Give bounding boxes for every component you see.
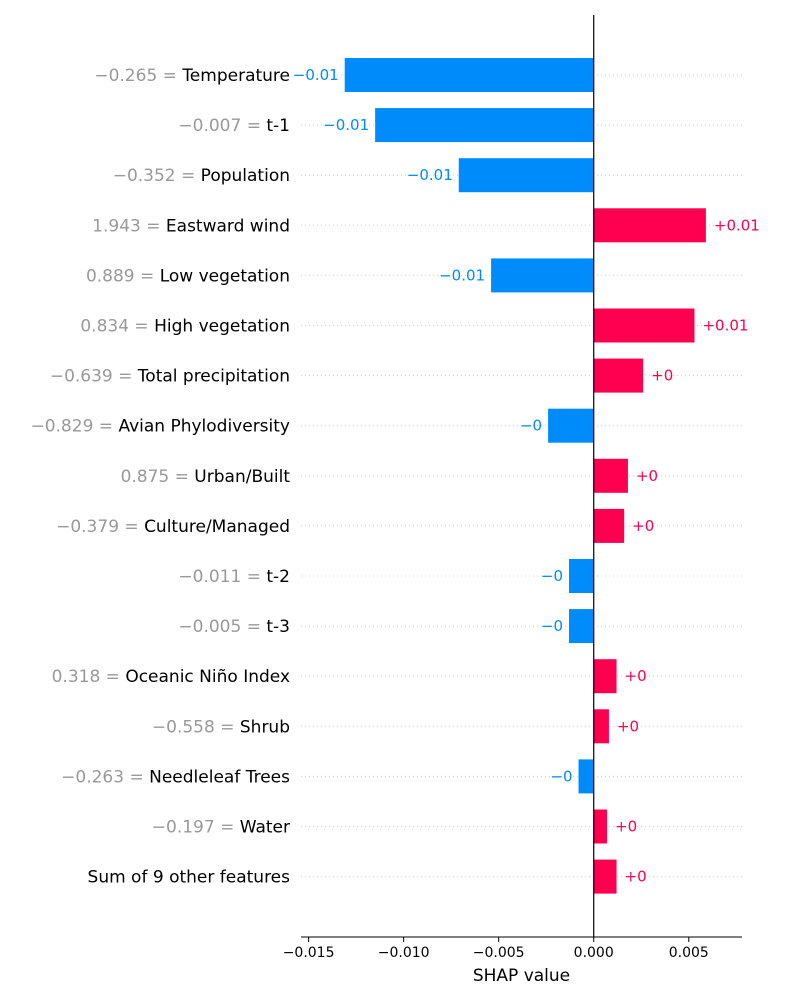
x-tick-label: 0.000 xyxy=(574,945,614,961)
bar-value-label: −0.01 xyxy=(293,66,339,84)
feature-value: −0.352 = xyxy=(113,166,201,186)
feature-name: Population xyxy=(201,166,290,186)
feature-value: −0.639 = xyxy=(50,367,138,387)
x-tick-label: −0.015 xyxy=(283,945,335,961)
bar-value-label: +0.01 xyxy=(702,317,748,335)
feature-label: −0.639 = Total precipitation xyxy=(50,367,290,387)
bar-value-label: +0 xyxy=(625,868,647,886)
bar-value-label: +0 xyxy=(651,367,673,385)
bar-value-label: +0.01 xyxy=(714,216,760,234)
x-tick-label: −0.005 xyxy=(473,945,525,961)
feature-label: 0.875 = Urban/Built xyxy=(121,467,291,487)
bar-positive xyxy=(593,709,609,744)
bar-value-label: +0 xyxy=(636,467,658,485)
bar-value-label: +0 xyxy=(615,818,637,836)
bars xyxy=(344,58,706,894)
bar-negative xyxy=(375,108,594,143)
feature-label: −0.005 = t-3 xyxy=(178,617,290,637)
feature-name: Eastward wind xyxy=(166,216,290,236)
feature-label: −0.197 = Water xyxy=(152,818,290,838)
bar-negative xyxy=(344,58,594,92)
feature-value: 0.889 = xyxy=(86,266,160,286)
bar-value-label: −0.01 xyxy=(439,266,485,284)
bar-positive xyxy=(593,308,695,343)
feature-name: t-2 xyxy=(266,567,290,587)
feature-name: Water xyxy=(240,818,290,838)
feature-value: −0.005 = xyxy=(178,617,266,637)
bar-negative xyxy=(458,158,594,193)
feature-label: 0.318 = Oceanic Niño Index xyxy=(52,667,290,687)
bar-value-label: −0 xyxy=(550,767,572,785)
bar-value-label: −0.01 xyxy=(407,166,453,184)
feature-name: Oceanic Niño Index xyxy=(125,667,290,687)
x-axis: −0.015 −0.010 −0.005 0.000 0.005 SHAP value xyxy=(283,936,742,986)
bar-negative xyxy=(578,759,594,794)
bar-positive xyxy=(593,809,608,844)
feature-name: Low vegetation xyxy=(160,266,290,286)
feature-label: 1.943 = Eastward wind xyxy=(92,216,290,236)
feature-label: −0.558 = Shrub xyxy=(152,717,290,737)
bar-value-label: −0 xyxy=(541,617,563,635)
feature-name: Sum of 9 other features xyxy=(88,868,291,888)
feature-name: High vegetation xyxy=(154,317,290,337)
feature-name: Temperature xyxy=(181,66,290,86)
feature-name: t-3 xyxy=(266,617,290,637)
feature-name: Needleleaf Trees xyxy=(149,767,290,787)
bar-positive xyxy=(593,458,628,493)
x-axis-title: SHAP value xyxy=(473,966,570,986)
feature-label: −0.011 = t-2 xyxy=(178,567,290,587)
bar-negative xyxy=(548,408,594,443)
bar-value-labels: −0.01 −0.01 −0.01 +0.01 −0.01 +0.01 +0 −0 +0 +0 −0… xyxy=(293,66,760,886)
feature-name: Urban/Built xyxy=(194,467,290,487)
feature-value: 0.834 = xyxy=(80,317,154,337)
bar-value-label: −0 xyxy=(541,567,563,585)
x-tick-label: −0.010 xyxy=(378,945,430,961)
feature-value: −0.829 = xyxy=(30,417,118,437)
feature-value: −0.197 = xyxy=(152,818,240,838)
feature-value: −0.011 = xyxy=(178,567,266,587)
bar-negative xyxy=(569,559,594,593)
feature-value: 1.943 = xyxy=(92,216,166,236)
x-ticks: −0.015 −0.010 −0.005 0.000 0.005 xyxy=(283,937,709,961)
feature-label: −0.265 = Temperature xyxy=(94,66,290,86)
feature-value: −0.265 = xyxy=(94,66,182,86)
bar-positive xyxy=(593,508,625,543)
feature-label: −0.352 = Population xyxy=(113,166,290,186)
bar-positive xyxy=(593,358,644,393)
feature-labels: −0.265 = Temperature −0.007 = t-1 −0.352 =… xyxy=(30,66,290,888)
bar-negative xyxy=(491,258,594,293)
bar-positive xyxy=(593,659,617,694)
feature-name: t-1 xyxy=(266,116,290,136)
bar-value-label: −0.01 xyxy=(323,116,369,134)
feature-value: −0.263 = xyxy=(61,767,149,787)
bar-positive xyxy=(593,859,617,894)
feature-name: Total precipitation xyxy=(137,367,290,387)
feature-label: 0.834 = High vegetation xyxy=(80,317,290,337)
bar-value-label: −0 xyxy=(520,417,542,435)
feature-label: −0.829 = Avian Phylodiversity xyxy=(30,417,290,437)
bar-value-label: +0 xyxy=(632,517,654,535)
feature-label: 0.889 = Low vegetation xyxy=(86,266,290,286)
feature-label: −0.379 = Culture/Managed xyxy=(56,517,290,537)
feature-label: −0.007 = t-1 xyxy=(178,116,290,136)
bar-negative xyxy=(569,609,594,644)
feature-value: −0.007 = xyxy=(178,116,266,136)
feature-name: Shrub xyxy=(240,717,290,737)
x-tick-label: 0.005 xyxy=(669,945,709,961)
gridlines xyxy=(301,74,742,878)
feature-label: Sum of 9 other features xyxy=(88,868,291,888)
bar-value-label: +0 xyxy=(625,667,647,685)
feature-name: Culture/Managed xyxy=(144,517,290,537)
feature-label: −0.263 = Needleleaf Trees xyxy=(61,767,290,787)
feature-value: −0.558 = xyxy=(152,717,240,737)
feature-value: 0.318 = xyxy=(52,667,126,687)
feature-name: Avian Phylodiversity xyxy=(118,417,290,437)
bar-value-label: +0 xyxy=(617,717,639,735)
bar-positive xyxy=(593,208,706,243)
feature-value: −0.379 = xyxy=(56,517,144,537)
feature-value: 0.875 = xyxy=(121,467,195,487)
